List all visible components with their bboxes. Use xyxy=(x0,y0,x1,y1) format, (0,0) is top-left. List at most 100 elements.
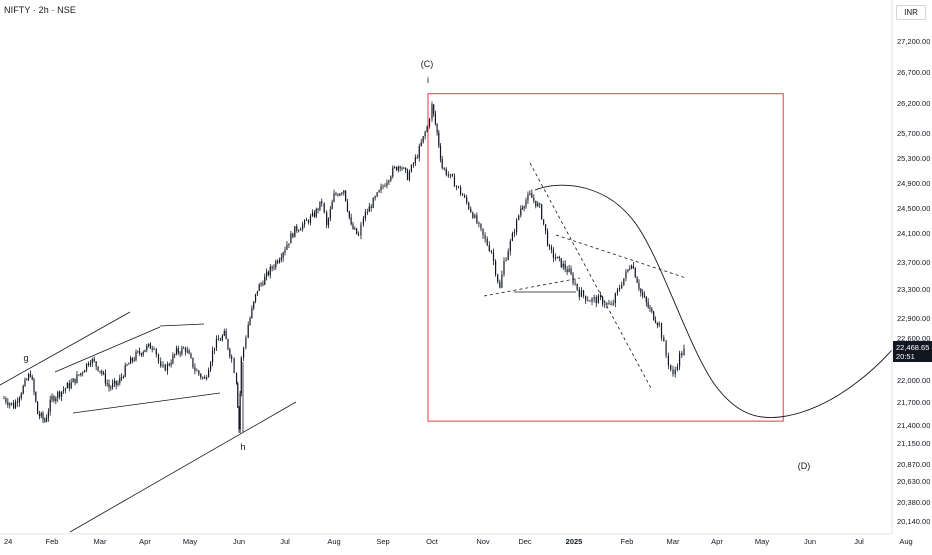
time-tick-label: Aug xyxy=(327,537,340,546)
candle-body xyxy=(364,212,366,219)
candle-body xyxy=(651,309,653,312)
candle-body xyxy=(568,268,570,273)
candle-body xyxy=(53,396,55,402)
time-tick-label: Oct xyxy=(426,537,439,546)
candle-body xyxy=(560,258,562,268)
candle-body xyxy=(428,119,431,127)
candle-body xyxy=(62,389,65,392)
candle-body xyxy=(243,347,245,358)
candle-body xyxy=(16,401,19,403)
candle-body xyxy=(221,335,223,341)
candle-body xyxy=(326,212,328,226)
candle-body xyxy=(313,212,315,217)
candle-body xyxy=(436,123,438,133)
candle-body xyxy=(131,357,133,361)
candle-body xyxy=(599,295,602,297)
candle-body xyxy=(333,193,335,202)
candle-body xyxy=(179,352,181,354)
price-tick-label: 20,870.00 xyxy=(897,460,930,469)
candle-body xyxy=(277,261,279,263)
candle-body xyxy=(464,195,466,198)
candle-body xyxy=(484,235,486,239)
candle-body xyxy=(174,354,176,356)
candle-body xyxy=(424,131,426,137)
candle-body xyxy=(258,284,260,291)
candle-body xyxy=(223,331,225,336)
candle-body xyxy=(621,285,623,289)
candle-body xyxy=(7,402,9,406)
candle-body xyxy=(654,320,657,323)
candle-body xyxy=(113,380,115,384)
candle-body xyxy=(319,201,321,210)
candle-body xyxy=(85,363,88,371)
candle-body xyxy=(631,265,633,269)
candle-body xyxy=(341,192,343,194)
candle-body xyxy=(558,256,560,259)
candle-body xyxy=(284,249,286,253)
time-tick-label: Apr xyxy=(711,537,723,546)
candle-body xyxy=(672,369,674,375)
candle-body xyxy=(658,323,660,326)
candle-body xyxy=(121,376,123,378)
time-tick-label: Jul xyxy=(280,537,290,546)
candle-body xyxy=(372,198,374,208)
candle-body xyxy=(304,220,306,225)
candle-body xyxy=(480,223,482,229)
currency-badge[interactable]: INR xyxy=(896,5,926,20)
time-axis: 24 Feb Mar Apr May Jun Jul Aug Sep Oct Nov Dec 2025 F… xyxy=(0,533,913,546)
candle-body xyxy=(233,358,235,373)
candle-body xyxy=(455,186,458,188)
candle-body xyxy=(578,289,580,297)
candle-body xyxy=(643,295,646,298)
candle-body xyxy=(362,218,364,225)
candle-body xyxy=(663,337,665,342)
candle-body xyxy=(74,378,76,383)
time-tick-label: 24 xyxy=(4,537,12,546)
wave-label-g: g xyxy=(23,353,28,363)
candle-body xyxy=(604,304,606,306)
candle-body xyxy=(591,298,593,302)
time-tick-label: Jul xyxy=(854,537,864,546)
candle-body xyxy=(327,218,330,226)
candle-body xyxy=(368,206,370,212)
price-tick-label: 21,400.00 xyxy=(897,421,930,430)
candle-body xyxy=(229,348,231,357)
candle-body xyxy=(126,364,128,366)
candle-body xyxy=(562,263,564,268)
candle-body xyxy=(416,157,418,159)
candle-body xyxy=(99,370,101,372)
candle-body xyxy=(589,300,591,302)
candle-body xyxy=(249,318,251,325)
candle-body xyxy=(78,374,80,376)
candle-body xyxy=(348,211,350,218)
candle-body xyxy=(660,323,663,338)
candle-body xyxy=(556,256,558,259)
candle-body xyxy=(130,357,132,364)
candle-body xyxy=(262,283,264,285)
candle-body xyxy=(55,397,57,402)
candle-body xyxy=(192,357,194,368)
candle-body xyxy=(490,250,492,253)
candle-body xyxy=(602,296,604,305)
candle-body xyxy=(531,193,533,198)
candle-body xyxy=(294,226,296,238)
candle-body xyxy=(640,288,642,293)
candle-body xyxy=(66,383,68,389)
wave-label-i: i xyxy=(427,75,429,85)
candle-body xyxy=(593,297,595,299)
candle-body xyxy=(84,370,86,373)
candle-body xyxy=(357,234,360,236)
candle-body xyxy=(408,171,411,180)
candle-body xyxy=(445,168,447,175)
price-tick-label: 24,500.00 xyxy=(897,204,930,213)
candle-body xyxy=(24,379,26,386)
candle-body xyxy=(101,371,103,374)
dashed-lower-line xyxy=(483,277,581,297)
candle-body xyxy=(352,224,354,230)
candle-body xyxy=(388,180,390,183)
candle-body xyxy=(208,370,210,378)
candle-body xyxy=(280,257,282,260)
candle-body xyxy=(186,350,188,352)
